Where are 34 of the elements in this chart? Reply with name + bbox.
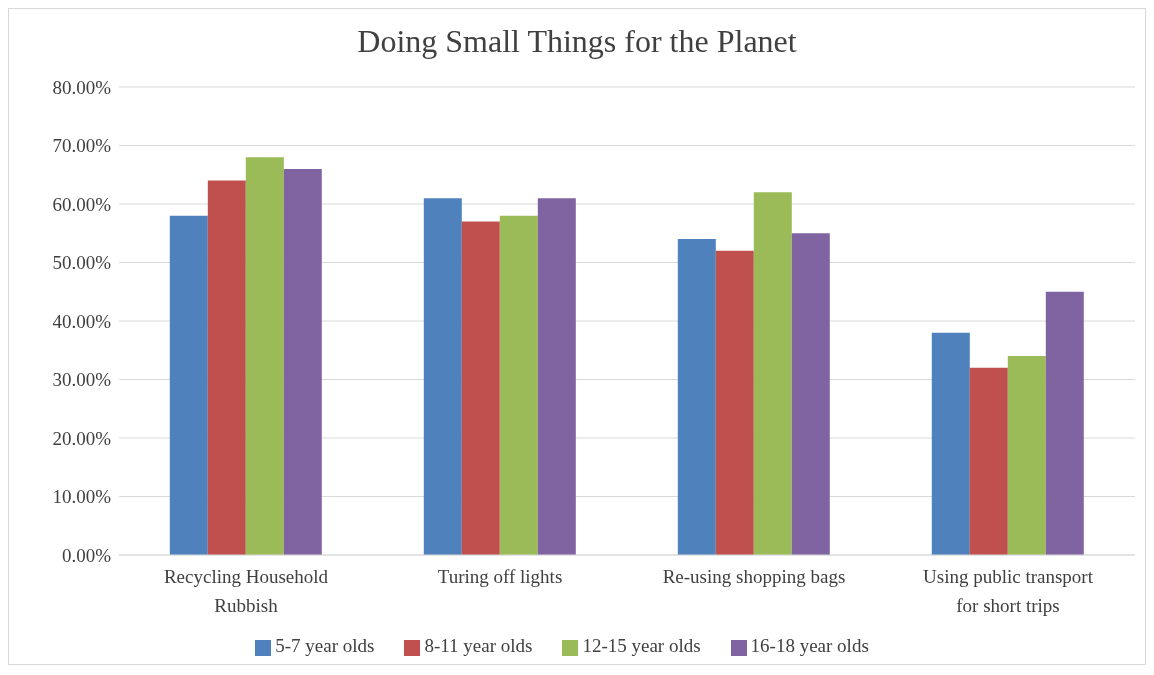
x-tick-label: Recycling Household Rubbish <box>163 566 329 616</box>
y-tick-label: 0.00% <box>61 544 112 566</box>
x-tick-label: Turing off lights <box>437 566 563 587</box>
bar <box>283 168 322 555</box>
bar <box>791 233 830 555</box>
y-tick-label: 10.00% <box>52 486 112 508</box>
bar <box>931 332 970 555</box>
legend-label: 12-15 year olds <box>582 635 701 656</box>
bar <box>677 239 716 555</box>
bar <box>461 221 500 555</box>
y-tick-label: 20.00% <box>52 427 112 449</box>
y-tick-label: 70.00% <box>52 135 112 157</box>
bar <box>207 180 246 555</box>
bar <box>423 198 462 555</box>
legend-label: 5-7 year olds <box>275 635 375 656</box>
bar <box>1007 356 1046 555</box>
bar <box>169 215 208 555</box>
chart-title: Doing Small Things for the Planet <box>356 23 798 61</box>
y-tick-label: 50.00% <box>52 252 112 274</box>
x-tick-label: Using public transport for short trips <box>923 566 1094 616</box>
bar <box>1045 291 1084 555</box>
y-tick-label: 60.00% <box>52 193 112 215</box>
bar <box>969 367 1008 555</box>
y-tick-label: 30.00% <box>52 369 112 391</box>
x-tick-label: Re-using shopping bags <box>662 566 846 587</box>
bar <box>753 192 792 555</box>
bar <box>245 157 284 555</box>
legend-label: 8-11 year olds <box>424 635 533 656</box>
y-tick-label: 40.00% <box>52 310 112 332</box>
bar <box>715 250 754 555</box>
bar <box>499 215 538 555</box>
bar <box>537 198 576 555</box>
y-tick-label: 80.00% <box>52 76 112 98</box>
legend-label: 16-18 year olds <box>750 635 869 656</box>
